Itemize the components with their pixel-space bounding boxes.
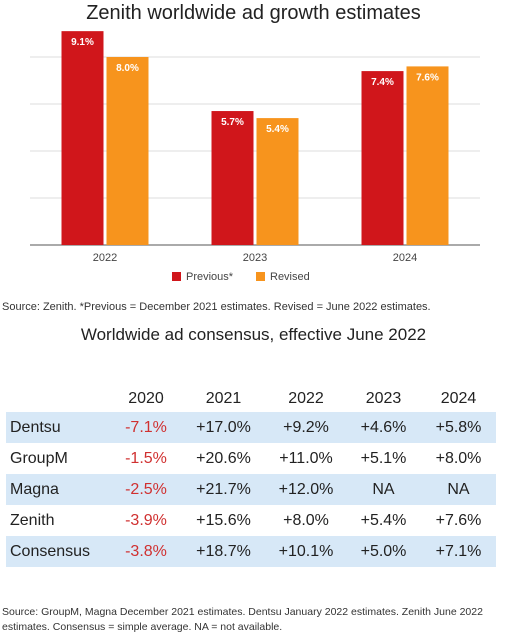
table-cell: -3.8% — [111, 536, 181, 567]
table-cell: NA — [421, 474, 496, 505]
table-cell: +7.1% — [421, 536, 496, 567]
data-label: 7.4% — [371, 77, 394, 88]
header-cell: 2024 — [440, 389, 477, 407]
table-cell: +8.0% — [283, 511, 329, 529]
table-cell: +20.6% — [196, 449, 251, 467]
bar-revised — [256, 118, 299, 245]
table-row: Magna -2.5% +21.7% +12.0% NA NA — [6, 474, 496, 505]
data-label: 5.4% — [266, 124, 289, 135]
x-tick-label: 2024 — [393, 252, 417, 264]
header-cell: 2020 — [128, 389, 164, 407]
table-cell: NA — [346, 474, 421, 505]
bar-previous — [361, 71, 404, 245]
table-cell: -2.5% — [111, 474, 181, 505]
row-label: Zenith — [10, 511, 55, 529]
x-tick-label: 2022 — [93, 252, 117, 264]
table-cell: -1.5% — [125, 449, 167, 467]
table-cell: +5.4% — [360, 511, 407, 529]
table-cell: +15.6% — [196, 511, 251, 529]
legend-label: Previous* — [186, 271, 234, 283]
table-title: Worldwide ad consensus, effective June 2… — [80, 325, 427, 344]
row-label: GroupM — [10, 449, 68, 467]
bar-chart: 9.1% 8.0% 2022 5.7% 5.4% 2023 7.4% 7.6% 2024 Prev… — [30, 31, 480, 283]
table-cell: +5.1% — [360, 449, 407, 467]
data-label: 5.7% — [221, 117, 244, 128]
bar-revised — [106, 57, 149, 245]
header-cell: 2023 — [365, 389, 402, 407]
data-label: 9.1% — [71, 37, 94, 48]
table-header-row: 2020 2021 2022 2023 2024 — [6, 385, 496, 412]
bar-revised — [406, 66, 449, 246]
header-cell — [6, 385, 111, 412]
consensus-table: 2020 2021 2022 2023 2024 Dentsu -7.1% +17.… — [6, 385, 496, 567]
row-label: Magna — [6, 474, 111, 505]
table-cell: +17.0% — [181, 412, 266, 443]
row-label: Consensus — [6, 536, 111, 567]
table-cell: +21.7% — [181, 474, 266, 505]
table-cell: +11.0% — [279, 449, 333, 467]
bar-previous — [61, 31, 104, 246]
table-cell: +7.6% — [435, 511, 482, 529]
table-cell: +18.7% — [181, 536, 266, 567]
legend-label: Revised — [270, 271, 310, 283]
table-cell: -3.9% — [125, 511, 167, 529]
header-cell: 2022 — [288, 389, 324, 407]
table-cell: -7.1% — [111, 412, 181, 443]
chart-title: Zenith worldwide ad growth estimates — [86, 2, 421, 24]
table-row: Consensus -3.8% +18.7% +10.1% +5.0% +7.1% — [6, 536, 496, 567]
data-label: 7.6% — [416, 72, 439, 83]
table-cell: +5.0% — [346, 536, 421, 567]
footer-source: Source: GroupM, Magna December 2021 esti… — [2, 606, 483, 633]
x-tick-label: 2023 — [243, 252, 267, 264]
table-cell: +9.2% — [266, 412, 346, 443]
table-row: Zenith -3.9% +15.6% +8.0% +5.4% +7.6% — [6, 505, 496, 536]
table-cell: +10.1% — [266, 536, 346, 567]
table-cell: +12.0% — [266, 474, 346, 505]
bar-previous — [211, 111, 254, 245]
data-label: 8.0% — [116, 63, 139, 74]
legend-swatch — [172, 272, 181, 281]
legend-swatch — [256, 272, 265, 281]
row-label: Dentsu — [6, 412, 111, 443]
header-cell: 2021 — [205, 389, 242, 407]
table-row: Dentsu -7.1% +17.0% +9.2% +4.6% +5.8% — [6, 412, 496, 443]
table-cell: +4.6% — [346, 412, 421, 443]
chart-source-note: Source: Zenith. *Previous = December 202… — [2, 301, 431, 313]
table-cell: +5.8% — [421, 412, 496, 443]
table-row: GroupM -1.5% +20.6% +11.0% +5.1% +8.0% — [6, 443, 496, 474]
table-cell: +8.0% — [435, 449, 482, 467]
